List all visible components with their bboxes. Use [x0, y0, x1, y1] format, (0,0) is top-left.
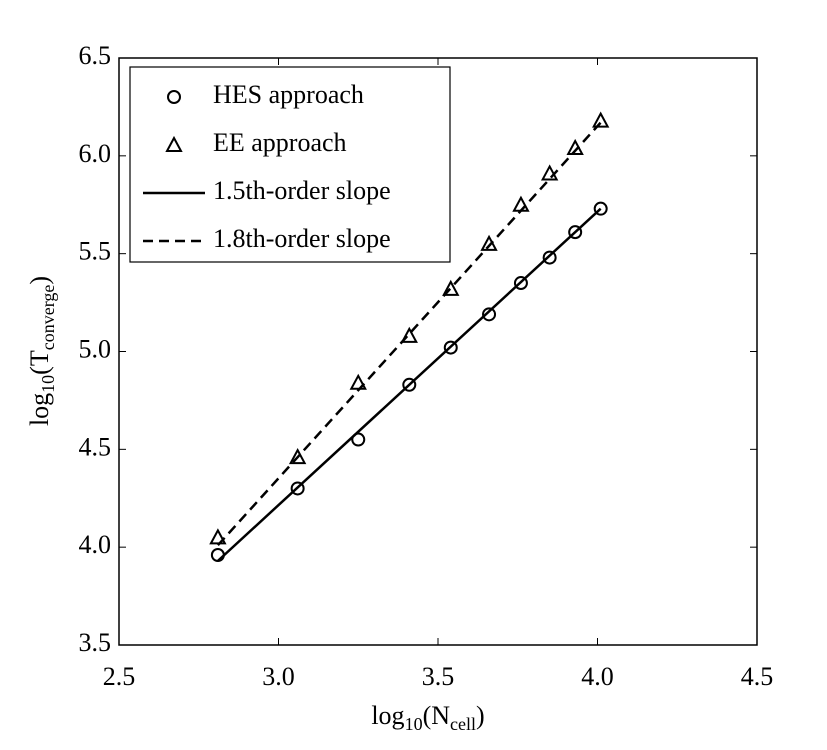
triangle-marker: [165, 135, 183, 152]
circle-marker: [482, 307, 497, 322]
y-tick-label: 4.0: [79, 530, 112, 559]
label-part: ): [25, 276, 54, 285]
triangle-marker: [592, 111, 610, 128]
y-tick-label: 5.0: [79, 334, 112, 363]
x-tick-label: 2.5: [103, 662, 136, 691]
circle-marker: [513, 276, 528, 291]
label-part: (N: [423, 701, 451, 730]
legend-label: 1.8th-order slope: [213, 224, 391, 253]
legend-label: HES approach: [213, 80, 364, 109]
circle-marker: [443, 340, 458, 355]
label-part: log: [25, 393, 54, 426]
y-axis-label: log10(Tconverge): [25, 276, 58, 426]
circle-marker: [568, 225, 583, 240]
circle-marker: [290, 481, 305, 496]
triangle-marker: [288, 448, 307, 465]
y-tick-label: 4.5: [79, 432, 112, 461]
slope-line: [217, 207, 602, 562]
x-tick-label: 3.0: [262, 662, 295, 691]
circle-marker: [402, 377, 417, 392]
label-part: (T: [25, 350, 54, 375]
legend-label: EE approach: [213, 128, 347, 157]
circle-marker: [593, 201, 608, 216]
x-tick-label: 3.5: [422, 662, 455, 691]
label-part: 10: [38, 375, 58, 393]
label-part: log: [371, 701, 404, 730]
y-tick-label: 3.5: [79, 628, 112, 657]
triangle-marker: [400, 326, 418, 343]
y-tick-label: 5.5: [79, 237, 112, 266]
y-tick-label: 6.5: [79, 41, 112, 70]
x-tick-label: 4.5: [741, 662, 774, 691]
triangle-marker: [349, 373, 367, 390]
label-part: cell: [450, 714, 476, 734]
legend-box: [129, 66, 451, 263]
triangle-marker: [480, 234, 498, 251]
label-part: 10: [405, 714, 423, 734]
label-part: ): [476, 701, 485, 730]
y-tick-label: 6.0: [79, 139, 112, 168]
circle-marker: [167, 90, 181, 104]
legend-label: 1.5th-order slope: [213, 176, 391, 205]
triangle-marker: [442, 279, 460, 296]
triangle-marker: [540, 164, 559, 181]
x-axis-label: log10(Ncell): [371, 701, 484, 734]
circle-marker: [351, 432, 366, 447]
circle-marker: [542, 250, 557, 265]
label-part: converge: [38, 285, 58, 351]
x-tick-label: 4.0: [581, 662, 614, 691]
